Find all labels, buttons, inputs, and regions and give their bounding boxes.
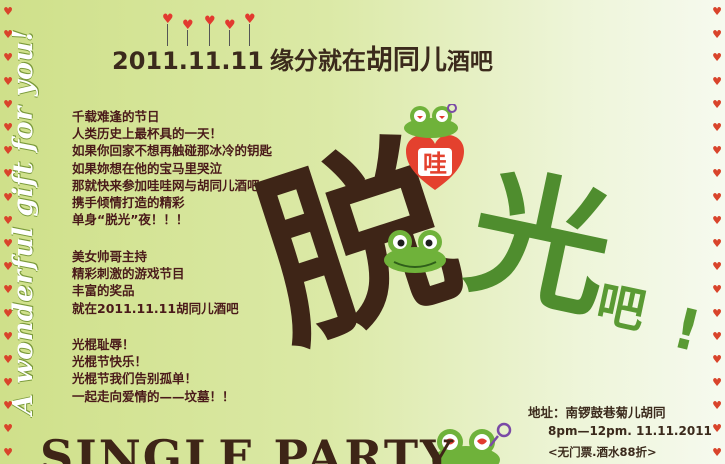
- badge-char: 哇: [423, 150, 447, 178]
- heart-logo-icon: 哇: [406, 135, 464, 190]
- title-middle: 缘分就在: [269, 47, 366, 75]
- slogan-line: 光棍节快乐！: [72, 354, 148, 370]
- intro-line: 单身“脱光”夜！！！: [72, 212, 189, 228]
- title-bar-name: 胡同儿: [365, 45, 447, 76]
- bottom-frog-icon: [432, 422, 512, 464]
- title-tail: 酒吧: [446, 49, 493, 75]
- event-line: 美女帅哥主持: [72, 249, 148, 264]
- event-time: 8pm—12pm. 11.11.2011: [548, 424, 712, 438]
- title-date: 2011.11.11: [112, 47, 264, 75]
- event-line: 丰富的奖品: [72, 283, 135, 299]
- intro-line: 如果妳想在他的宝马里哭泣: [72, 160, 223, 176]
- slogan-text: 光棍耻辱！ 光棍节快乐！ 光棍节我们告别孤单！ 一起走向爱情的——坟墓！！: [72, 336, 235, 405]
- side-slogan: A wonderful gift for you!: [8, 29, 39, 415]
- slogan-line: 光棍耻辱！: [72, 337, 135, 352]
- intro-line: 千载难逢的节日: [72, 109, 160, 124]
- intro-line: 如果你回家不想再触碰那冰冷的钥匙: [72, 143, 273, 159]
- event-line: 就在2011.11.11胡同儿酒吧: [72, 300, 239, 316]
- intro-line: 人类历史上最杯具的一天！: [72, 126, 223, 142]
- ticket-info: <无门票.酒水88折>: [548, 445, 657, 459]
- single-party-banner: SINGLE PARTY: [40, 430, 455, 464]
- intro-text: 千载难逢的节日 人类历史上最杯具的一天！ 如果你回家不想再触碰那冰冷的钥匙 如果…: [72, 108, 272, 228]
- right-heart-border: ♥ ♥ ♥ ♥ ♥ ♥ ♥ ♥ ♥ ♥ ♥ ♥ ♥ ♥ ♥ ♥ ♥ ♥ ♥ ♥: [712, 5, 722, 459]
- poster-title: 2011.11.11 缘分就在 胡同儿 酒吧: [112, 38, 493, 77]
- heart-balloons-icon: ♥ ♥ ♥ ♥ ♥: [162, 12, 262, 46]
- slogan-line: 一起走向爱情的——坟墓！！: [72, 388, 235, 404]
- left-heart-border: ♥ ♥ ♥ ♥ ♥ ♥ ♥ ♥ ♥ ♥ ♥ ♥ ♥ ♥ ♥ ♥ ♥ ♥ ♥ ♥: [3, 5, 13, 459]
- small-frog-icon: [404, 104, 458, 138]
- event-text: 美女帅哥主持 精彩刺激的游戏节目 丰富的奖品 就在2011.11.11胡同儿酒吧: [72, 248, 239, 317]
- big-exclamation: !: [666, 295, 708, 366]
- event-line: 精彩刺激的游戏节目: [72, 266, 185, 282]
- intro-line: 携手倾情打造的精彩: [72, 195, 185, 211]
- slogan-line: 光棍节我们告别孤单！: [72, 371, 198, 387]
- frog-face-icon: [384, 230, 446, 273]
- event-address: 地址：南锣鼓巷菊儿胡同: [528, 405, 666, 420]
- intro-line: 那就快来参加哇哇网与胡同儿酒吧: [72, 177, 260, 193]
